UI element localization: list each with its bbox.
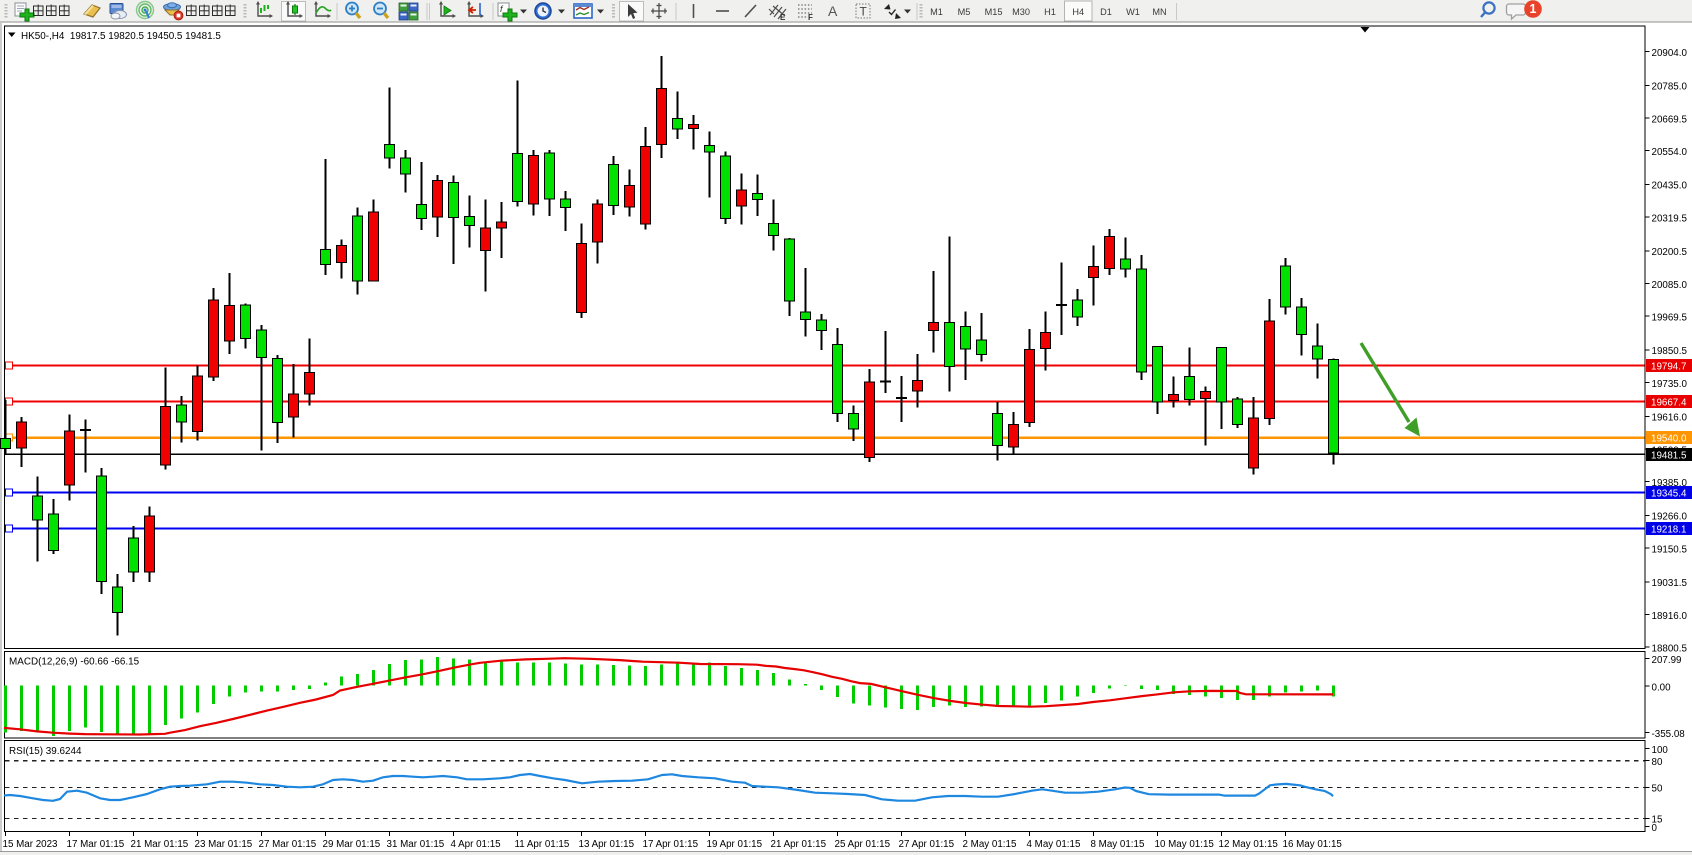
svg-text:21 Mar 01:15: 21 Mar 01:15	[131, 839, 189, 850]
svg-text:21 Apr 01:15: 21 Apr 01:15	[771, 839, 827, 850]
svg-text:11 Apr 01:15: 11 Apr 01:15	[515, 839, 570, 850]
svg-text:RSI(15) 39.6244: RSI(15) 39.6244	[9, 746, 82, 757]
svg-text:19385.0: 19385.0	[1652, 478, 1688, 489]
svg-text:207.99: 207.99	[1652, 655, 1682, 666]
svg-text:10 May 01:15: 10 May 01:15	[1155, 839, 1215, 850]
svg-text:13 Apr 01:15: 13 Apr 01:15	[579, 839, 635, 850]
svg-text:20785.0: 20785.0	[1652, 82, 1688, 93]
svg-text:T: T	[860, 5, 868, 19]
svg-text:19735.0: 19735.0	[1652, 379, 1688, 390]
svg-text:8 May 01:15: 8 May 01:15	[1091, 839, 1145, 850]
svg-text:MN: MN	[1152, 7, 1166, 17]
svg-text:23 Mar 01:15: 23 Mar 01:15	[195, 839, 253, 850]
svg-text:17 Apr 01:15: 17 Apr 01:15	[643, 839, 699, 850]
svg-text:H4: H4	[1072, 7, 1084, 17]
svg-text:19266.0: 19266.0	[1652, 512, 1688, 523]
svg-text:1: 1	[1530, 2, 1537, 16]
svg-text:18800.5: 18800.5	[1652, 644, 1688, 655]
svg-text:18916.0: 18916.0	[1652, 611, 1688, 622]
svg-text:19969.5: 19969.5	[1652, 313, 1688, 324]
svg-text:M5: M5	[958, 7, 971, 17]
svg-text:0: 0	[1652, 823, 1658, 834]
svg-text:20200.5: 20200.5	[1652, 247, 1688, 258]
svg-text:HK50-,H4 19817.5 19820.5 1945: HK50-,H4 19817.5 19820.5 19450.5 19481.5	[21, 31, 221, 42]
svg-text:A: A	[828, 3, 838, 19]
svg-text:20085.0: 20085.0	[1652, 280, 1688, 291]
svg-text:25 Apr 01:15: 25 Apr 01:15	[835, 839, 891, 850]
svg-text:80: 80	[1652, 757, 1663, 768]
svg-text:31 Mar 01:15: 31 Mar 01:15	[387, 839, 445, 850]
svg-text:27 Mar 01:15: 27 Mar 01:15	[259, 839, 317, 850]
svg-text:E: E	[780, 13, 786, 22]
svg-text:MACD(12,26,9) -60.66 -66.15: MACD(12,26,9) -60.66 -66.15	[9, 656, 140, 667]
svg-text:H1: H1	[1044, 7, 1056, 17]
svg-text:M30: M30	[1012, 7, 1030, 17]
svg-text:20319.5: 20319.5	[1652, 213, 1688, 224]
svg-text:19 Apr 01:15: 19 Apr 01:15	[707, 839, 763, 850]
svg-text:20904.0: 20904.0	[1652, 48, 1688, 59]
svg-text:19031.5: 19031.5	[1652, 578, 1688, 589]
svg-text:29 Mar 01:15: 29 Mar 01:15	[323, 839, 381, 850]
svg-text:f: f	[500, 4, 504, 14]
svg-text:27 Apr 01:15: 27 Apr 01:15	[899, 839, 955, 850]
svg-text:20669.5: 20669.5	[1652, 114, 1688, 125]
svg-text:20435.0: 20435.0	[1652, 181, 1688, 192]
svg-text:D1: D1	[1100, 7, 1112, 17]
svg-text:4 Apr 01:15: 4 Apr 01:15	[451, 839, 502, 850]
svg-text:0.00: 0.00	[1652, 682, 1672, 693]
svg-text:19345.4: 19345.4	[1651, 489, 1687, 500]
svg-text:19850.5: 19850.5	[1652, 346, 1688, 357]
svg-text:4 May 01:15: 4 May 01:15	[1027, 839, 1081, 850]
svg-text:M15: M15	[985, 7, 1003, 17]
svg-text:20554.0: 20554.0	[1652, 147, 1688, 158]
svg-text:17 Mar 01:15: 17 Mar 01:15	[67, 839, 125, 850]
svg-text:F: F	[808, 13, 813, 22]
svg-text:15: 15	[1652, 815, 1663, 826]
svg-text:19481.5: 19481.5	[1651, 450, 1687, 461]
svg-text:19150.5: 19150.5	[1652, 544, 1688, 555]
svg-text:16 May 01:15: 16 May 01:15	[1283, 839, 1343, 850]
svg-text:19540.0: 19540.0	[1651, 434, 1687, 445]
svg-text:W1: W1	[1126, 7, 1140, 17]
svg-text:19616.0: 19616.0	[1652, 413, 1688, 424]
svg-text:19667.4: 19667.4	[1651, 398, 1687, 409]
svg-text:2 May 01:15: 2 May 01:15	[963, 839, 1017, 850]
svg-text:-355.08: -355.08	[1652, 729, 1686, 740]
svg-text:M1: M1	[930, 7, 943, 17]
svg-text:50: 50	[1652, 784, 1663, 795]
svg-text:19794.7: 19794.7	[1651, 362, 1686, 373]
svg-text:12 May 01:15: 12 May 01:15	[1219, 839, 1279, 850]
svg-text:100: 100	[1652, 745, 1669, 756]
svg-text:19218.1: 19218.1	[1651, 525, 1686, 536]
svg-text:15 Mar 2023: 15 Mar 2023	[3, 839, 59, 850]
